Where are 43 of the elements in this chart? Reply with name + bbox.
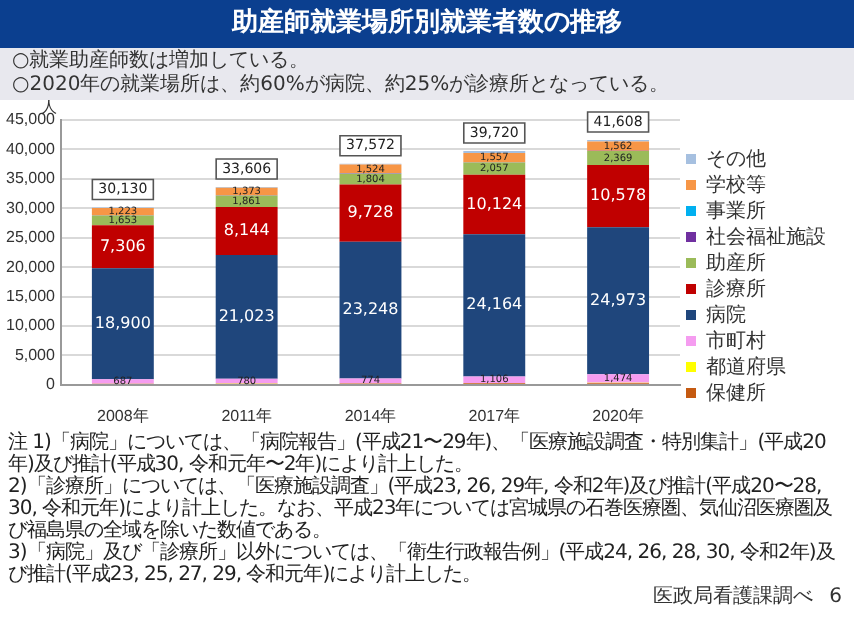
y-tick-label: 45,000 bbox=[6, 110, 57, 129]
legend-label: 学校等 bbox=[706, 172, 766, 197]
legend-label: 市町村 bbox=[706, 328, 766, 353]
chart-subtitle: ○就業助産師数は増加している。 bbox=[12, 50, 312, 73]
text: 医政局看護課調べ bbox=[653, 586, 814, 608]
data-label: 24,164 bbox=[466, 295, 523, 314]
text: 6 bbox=[829, 586, 842, 608]
y-tick-label: 40,000 bbox=[6, 139, 57, 158]
y-tick-label: 0 bbox=[46, 375, 57, 394]
y-tick-label: 30,000 bbox=[6, 198, 57, 217]
legend-label: その他 bbox=[706, 146, 766, 171]
chart-title: 助産師就業場所別就業者数の推移 bbox=[0, 0, 854, 48]
data-label: 9,728 bbox=[347, 203, 394, 222]
data-label: 8,144 bbox=[223, 221, 270, 240]
text: ○2020年の就業場所は、約60%が病院、約25%が診療所となっている。 bbox=[12, 74, 672, 98]
text: 3)「病院」及び「診療所」以外については、「衛生行政報告例」(平成24, 26, 28, 30, 令和2年)及び推計(平成23, 25, 27, 29, 令和元年)により計上した。 bbox=[8, 542, 837, 586]
x-tick-label: 2008年 bbox=[97, 406, 149, 425]
y-tick-label: 20,000 bbox=[6, 257, 57, 276]
x-tick-label: 2020年 bbox=[592, 406, 644, 425]
data-label: 23,248 bbox=[342, 300, 399, 319]
y-tick-label: 5,000 bbox=[14, 345, 57, 364]
data-label: 10,124 bbox=[466, 194, 523, 213]
legend-label: 都道府県 bbox=[706, 354, 786, 379]
y-tick-label: 25,000 bbox=[6, 228, 57, 247]
text: 2)「診療所」については、「医療施設調査」(平成23, 26, 29年, 令和2年)及び推計(平成20〜28, 30, 令和元年)により計上した。なお、平成23年については宮城県の石巻医療圏、気仙沼医療圏及び福島県の全域を除いた数値である。 bbox=[8, 476, 835, 542]
legend-label: 事業所 bbox=[706, 198, 766, 223]
x-tick-label: 2011年 bbox=[221, 406, 272, 425]
y-tick-label: 35,000 bbox=[6, 169, 57, 188]
data-label: 21,023 bbox=[218, 306, 275, 325]
data-label: 7,306 bbox=[99, 236, 146, 255]
legend-label: 社会福祉施設 bbox=[706, 224, 826, 249]
legend-label: 保健所 bbox=[706, 380, 766, 405]
y-tick-label: 15,000 bbox=[6, 286, 57, 305]
y-tick-label: 10,000 bbox=[6, 316, 57, 335]
text: 注 1)「病院」については、「病院報告」(平成21〜29年)、「医療施設調査・特別集計」(平成20年)及び推計(平成30, 令和元年〜2年)により計上した。 bbox=[8, 432, 828, 476]
legend-label: 病院 bbox=[706, 302, 746, 327]
data-label: 18,900 bbox=[94, 313, 151, 332]
x-tick-label: 2014年 bbox=[344, 406, 397, 425]
legend-label: 診療所 bbox=[706, 276, 766, 301]
legend-label: 助産所 bbox=[706, 250, 766, 275]
data-label: 10,578 bbox=[590, 186, 647, 205]
data-label: 24,973 bbox=[590, 290, 647, 309]
x-tick-label: 2017年 bbox=[468, 406, 521, 425]
